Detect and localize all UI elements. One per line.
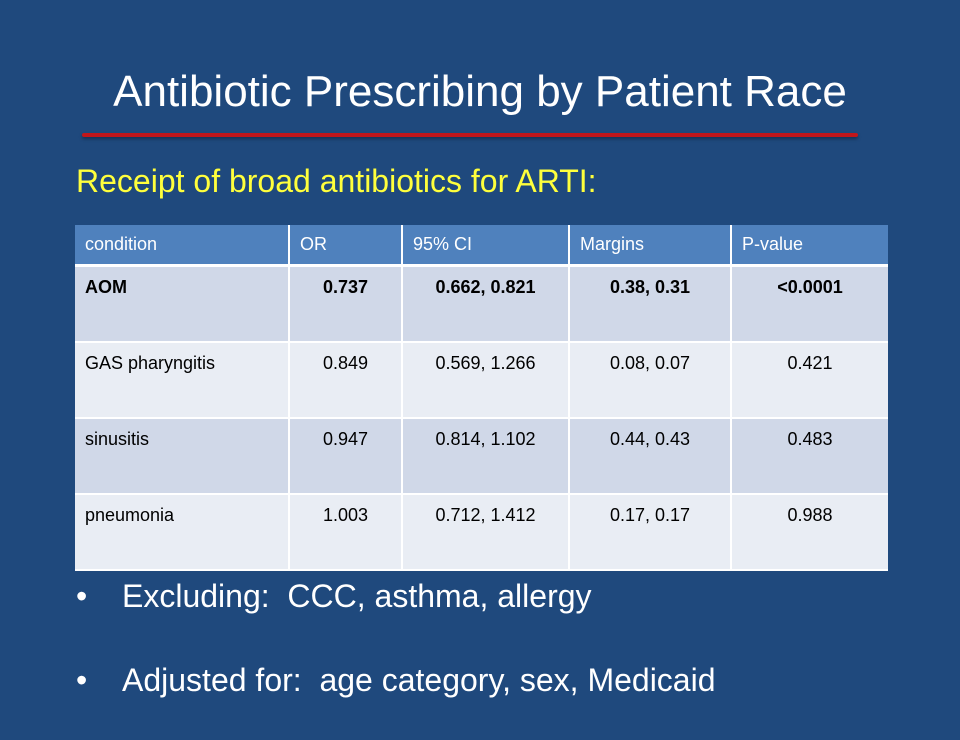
bullet-dot-icon: •: [76, 662, 88, 698]
bullet-text: Excluding: CCC, asthma, allergy: [122, 578, 592, 614]
or-cell: 1.003: [289, 494, 403, 571]
condition-cell: sinusitis: [75, 418, 290, 495]
condition-cell: pneumonia: [75, 494, 290, 571]
bullet-text: Adjusted for: age category, sex, Medicai…: [122, 662, 716, 698]
slide-title: Antibiotic Prescribing by Patient Race: [113, 67, 847, 116]
ci-cell: 0.712, 1.412: [402, 494, 570, 571]
bullet-dot-icon: •: [76, 578, 88, 614]
ci-cell: 0.814, 1.102: [402, 418, 570, 495]
table-header-row: condition OR 95% CI Margins P-value: [75, 225, 888, 267]
or-cell: 0.849: [289, 342, 403, 419]
bullet-item: • Excluding: CCC, asthma, allergy: [76, 572, 936, 656]
header-p-value: P-value: [731, 225, 888, 267]
p-value-cell: 0.421: [731, 342, 888, 419]
margins-cell: 0.08, 0.07: [569, 342, 732, 419]
title-underline: [82, 133, 858, 137]
or-cell: 0.947: [289, 418, 403, 495]
ci-cell: 0.662, 0.821: [402, 265, 570, 343]
header-or: OR: [289, 225, 403, 267]
bullet-list: • Excluding: CCC, asthma, allergy • Adjuste…: [76, 572, 936, 740]
or-cell: 0.737: [289, 265, 403, 343]
margins-cell: 0.38, 0.31: [569, 265, 732, 343]
p-value-cell: <0.0001: [731, 265, 888, 343]
p-value-cell: 0.988: [731, 494, 888, 571]
slide-subtitle: Receipt of broad antibiotics for ARTI:: [76, 163, 597, 199]
bullet-item: • Adjusted for: age category, sex, Medica…: [76, 656, 936, 740]
table-row: GAS pharyngitis 0.849 0.569, 1.266 0.08, 0.…: [75, 342, 888, 419]
table-row: sinusitis 0.947 0.814, 1.102 0.44, 0.43 0.48…: [75, 418, 888, 495]
condition-cell: AOM: [75, 265, 290, 343]
table-body: AOM 0.737 0.662, 0.821 0.38, 0.31 <0.0001 GAS…: [75, 265, 888, 571]
header-ci: 95% CI: [402, 225, 570, 267]
results-table: condition OR 95% CI Margins P-value AOM 0…: [75, 225, 888, 571]
p-value-cell: 0.483: [731, 418, 888, 495]
header-condition: condition: [75, 225, 290, 267]
margins-cell: 0.17, 0.17: [569, 494, 732, 571]
header-margins: Margins: [569, 225, 732, 267]
table-row: AOM 0.737 0.662, 0.821 0.38, 0.31 <0.0001: [75, 265, 888, 343]
margins-cell: 0.44, 0.43: [569, 418, 732, 495]
table-row: pneumonia 1.003 0.712, 1.412 0.17, 0.17 0.98…: [75, 494, 888, 571]
ci-cell: 0.569, 1.266: [402, 342, 570, 419]
condition-cell: GAS pharyngitis: [75, 342, 290, 419]
